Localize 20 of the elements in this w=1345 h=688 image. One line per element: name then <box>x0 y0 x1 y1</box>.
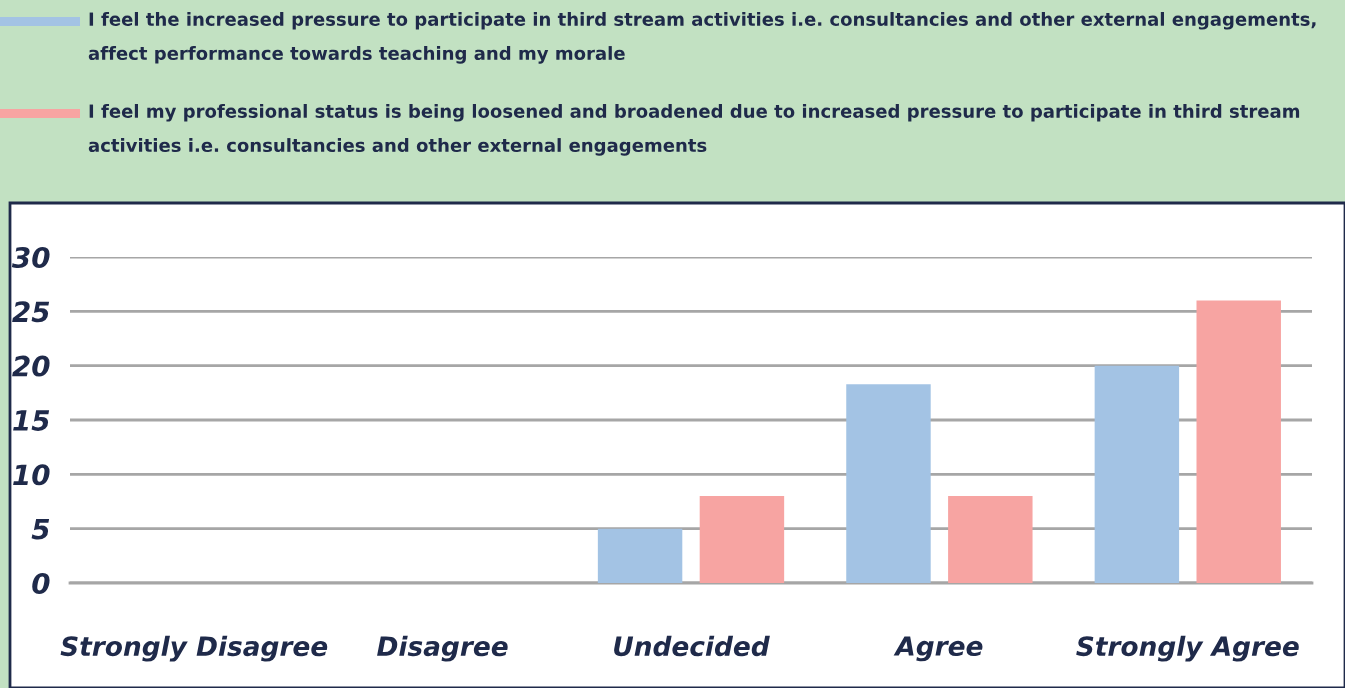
y-tick-label: 20 <box>12 355 50 377</box>
y-tick-label: 5 <box>31 518 50 540</box>
y-tick-label: 0 <box>32 572 50 594</box>
bar <box>1094 365 1180 583</box>
bar <box>948 496 1033 583</box>
x-tick-label: Agree <box>893 636 983 662</box>
bar <box>597 528 683 583</box>
x-tick-label: Strongly Agree <box>1076 635 1299 662</box>
legend-label: I feel the increased pressure to participate in third stream activities i.e. consultancies and other external engagements, affect performance towards teaching and my morale <box>88 12 1316 64</box>
y-tick-label: 15 <box>13 410 50 431</box>
x-tick-label: Disagree <box>377 635 508 662</box>
y-tick-label: 30 <box>11 246 50 268</box>
bar <box>699 496 785 583</box>
y-tick-label: 10 <box>13 464 50 486</box>
bar <box>1196 300 1281 583</box>
bar <box>846 384 931 583</box>
legend-label: I feel my professional status is being loosened and broadened due to increased pressure to participate in third stream activities i.e. consultancies and other external engagements <box>88 104 1300 156</box>
x-tick-label: Strongly Disagree <box>60 635 328 662</box>
x-tick-label: Undecided <box>614 635 770 657</box>
y-tick-label: 25 <box>12 301 50 323</box>
